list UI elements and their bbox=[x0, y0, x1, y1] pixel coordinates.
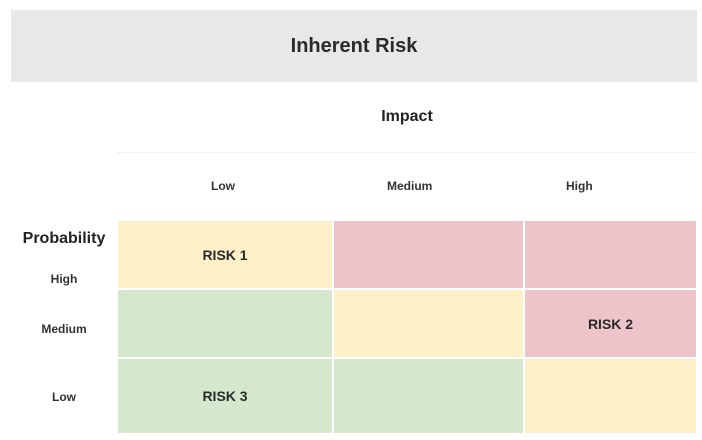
impact-column-medium: Medium bbox=[387, 179, 433, 193]
probability-row-medium: Medium bbox=[41, 322, 87, 336]
risk-label: RISK 3 bbox=[202, 388, 248, 404]
matrix-cell-high-high bbox=[524, 220, 697, 289]
probability-axis-label: Probability bbox=[22, 230, 106, 247]
probability-row-low: Low bbox=[52, 390, 76, 404]
title-bar: Inherent Risk bbox=[11, 10, 697, 82]
impact-axis-header: Impact bbox=[117, 82, 697, 153]
risk-label: RISK 1 bbox=[202, 246, 248, 263]
matrix-cell-low-high bbox=[524, 358, 697, 434]
matrix-cell-high-low: RISK 1 bbox=[117, 220, 333, 289]
matrix-cell-low-medium bbox=[333, 358, 524, 434]
matrix-cell-medium-medium bbox=[333, 289, 524, 358]
impact-axis-label: Impact bbox=[381, 108, 433, 125]
matrix-cell-medium-low bbox=[117, 289, 333, 358]
matrix-cell-medium-high: RISK 2 bbox=[524, 289, 697, 358]
impact-column-high: High bbox=[566, 179, 593, 193]
probability-row-high: High bbox=[50, 272, 78, 286]
matrix-title: Inherent Risk bbox=[290, 34, 418, 57]
impact-column-low: Low bbox=[211, 179, 235, 193]
matrix-cell-high-medium bbox=[333, 220, 524, 289]
risk-matrix: Inherent Risk Impact Low Medium High Pro… bbox=[11, 10, 697, 434]
matrix-cell-low-low: RISK 3 bbox=[117, 358, 333, 434]
risk-label: RISK 2 bbox=[587, 315, 634, 332]
